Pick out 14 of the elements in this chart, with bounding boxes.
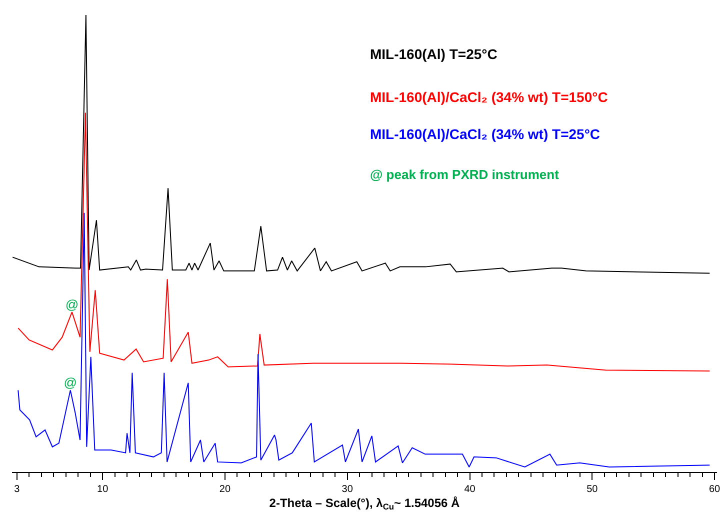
annotation: @ (65, 296, 79, 312)
annotation: @ peak from PXRD instrument (370, 167, 560, 182)
text: MIL-160(Al)/CaCl₂ (34% wt) T=25°C (370, 126, 600, 142)
annotation: @ (64, 374, 77, 390)
x-tick-label: 50 (586, 484, 598, 495)
text: MIL-160(Al) T=25°C (370, 46, 498, 62)
text: MIL-160(Al)/CaCl₂ (34% wt) T=150°C (370, 89, 608, 105)
x-tick-label: 60 (708, 484, 721, 495)
x-tick-label: 20 (219, 484, 231, 495)
x-tick-label: 40 (464, 484, 476, 495)
x-tick-label: 10 (97, 484, 109, 495)
x-axis-title: 2-Theta – Scale(°), λ$_{Cu}$~ 1.54056 Å (269, 496, 460, 512)
x-tick-label: 30 (342, 484, 354, 495)
x-tick-label: 3 (14, 484, 20, 495)
